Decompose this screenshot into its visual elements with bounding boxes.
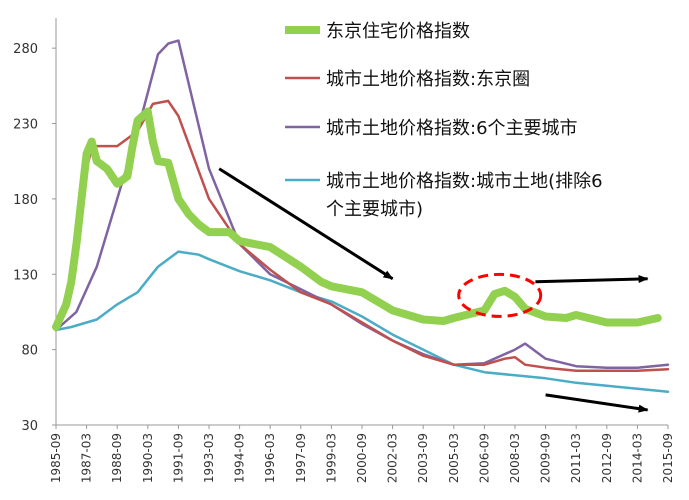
legend-label-4: 个主要城市) — [326, 199, 423, 220]
x-tick-label: 1996-03 — [263, 433, 277, 483]
y-tick-label: 180 — [13, 193, 38, 208]
legend: 东京住宅价格指数城市土地价格指数:东京圈城市土地价格指数:6个主要城市城市土地价… — [285, 21, 603, 220]
x-tick-label: 1988-09 — [110, 433, 124, 483]
x-tick-label: 1991-09 — [171, 433, 185, 483]
series-lines — [52, 39, 670, 394]
x-tick-label: 2005-03 — [447, 433, 461, 483]
x-tick-label: 2015-09 — [661, 433, 675, 483]
x-tick-label: 2011-03 — [569, 433, 583, 483]
y-tick-label: 30 — [21, 419, 38, 434]
x-tick-label: 1994-09 — [233, 433, 247, 483]
x-tick-label: 2009-09 — [539, 433, 553, 483]
series-line-1 — [52, 107, 662, 331]
highlight-ellipse — [457, 272, 543, 318]
legend-label-4: 城市土地价格指数:城市土地(排除6 — [326, 171, 603, 192]
x-tick-label: 2008-03 — [508, 433, 522, 483]
x-tick-label: 2003-09 — [416, 433, 430, 483]
y-tick-label: 80 — [21, 344, 38, 359]
trend-arrow-3 — [545, 393, 649, 413]
series-line-2 — [54, 99, 670, 372]
y-tick-label: 230 — [13, 118, 38, 133]
x-tick-label: 1987-03 — [80, 433, 94, 483]
x-tick-label: 2014-03 — [630, 433, 644, 483]
x-tick-label: 1993-03 — [202, 433, 216, 483]
y-tick-label: 280 — [13, 42, 38, 57]
x-tick-label: 1999-03 — [324, 433, 338, 483]
annotations — [218, 167, 649, 413]
axes: 30 80 130 180 230 280 1985-09 1987-03 1988-09 199… — [13, 18, 675, 483]
x-tick-label: 2000-09 — [355, 433, 369, 483]
x-tick-label: 2006-09 — [477, 433, 491, 483]
x-tick-label: 2012-09 — [600, 433, 614, 483]
legend-label-2: 城市土地价格指数:东京圈 — [326, 69, 530, 90]
x-tick-label: 2002-03 — [386, 433, 400, 483]
trend-arrow-2 — [535, 275, 649, 284]
x-tick-label: 1985-09 — [49, 433, 63, 483]
legend-label-1: 东京住宅价格指数 — [326, 21, 470, 42]
trend-arrow-1 — [218, 167, 394, 281]
x-tick-label: 1997-09 — [294, 433, 308, 483]
y-tick-label: 130 — [13, 268, 38, 283]
legend-label-3: 城市土地价格指数:6个主要城市 — [326, 118, 578, 139]
x-tick-label: 1990-03 — [141, 433, 155, 483]
